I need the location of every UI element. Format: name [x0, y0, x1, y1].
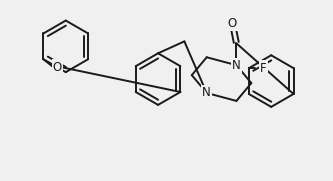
Text: O: O: [228, 17, 237, 30]
Text: N: N: [202, 87, 211, 100]
Text: F: F: [260, 62, 266, 75]
Text: O: O: [53, 61, 62, 74]
Text: N: N: [232, 59, 241, 72]
Text: N: N: [202, 87, 211, 100]
